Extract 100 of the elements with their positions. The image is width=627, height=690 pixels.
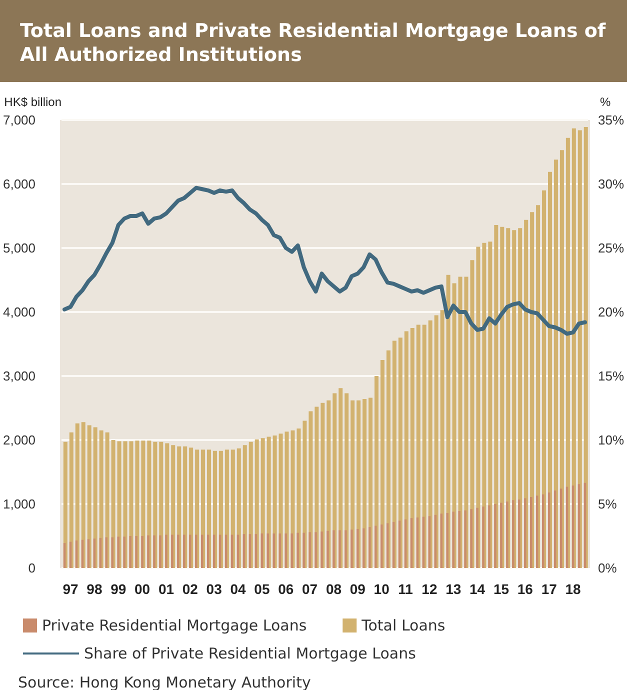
x-tick-label: 02 [182,581,198,597]
bar [428,320,432,568]
bar [338,530,341,568]
bar [141,536,144,568]
bar [416,517,419,568]
y-tick-label: 2,000 [2,432,36,448]
bar [111,537,114,568]
legend-label: Share of Private Residential Mortgage Loans [84,644,416,662]
bar [524,498,526,568]
bar [344,530,347,568]
legend-label: Private Residential Mortgage Loans [42,616,307,634]
y-tick-label: 5,000 [2,240,36,256]
bar [452,512,454,568]
bar [554,490,556,568]
bar [153,535,156,568]
bar [87,539,90,568]
bar [302,532,305,568]
bar [326,530,329,568]
bar [380,360,384,568]
y-tick-label: 0 [28,560,36,576]
bar [117,536,120,568]
bar [81,422,86,568]
bar [224,534,228,568]
bar [476,508,478,568]
x-tick-label: 04 [230,581,246,597]
bar [566,486,568,568]
x-tick-label: 07 [302,581,318,597]
bar [356,528,359,568]
bar [398,520,401,568]
x-tick-label: 06 [278,581,294,597]
bar [248,534,252,568]
y2-tick-label: 25% [598,240,624,256]
bar [392,340,396,568]
bar [63,543,66,568]
bar [242,534,246,568]
bar [284,533,287,568]
bar [236,534,240,568]
y-axis-title: HK$ billion [4,95,62,109]
bar [530,496,532,568]
bar [81,540,84,568]
bar [398,338,402,568]
y2-tick-label: 0% [598,560,618,576]
x-tick-label: 16 [517,581,534,597]
bar [518,500,520,568]
x-tick-label: 98 [86,581,102,597]
y-tick-label: 4,000 [2,304,36,320]
bar [584,127,588,568]
bar [470,509,472,568]
bar [434,514,437,568]
y-tick-label: 1,000 [2,496,36,512]
x-tick-label: 13 [446,581,462,597]
x-tick-label: 03 [206,581,222,597]
bar [212,534,216,568]
line-series [62,186,587,336]
bar [446,512,448,568]
bar [75,423,80,568]
bar [135,536,138,568]
x-tick-label: 11 [398,581,414,597]
x-tick-label: 09 [350,581,366,597]
bar [572,485,574,568]
bar [189,534,192,568]
bar [177,534,180,568]
bar [207,534,210,568]
bar [380,524,383,568]
bar [578,484,580,568]
bar [272,533,276,568]
bar [63,442,68,568]
x-tick-label: 99 [110,581,126,597]
bar [404,331,408,568]
bar [494,504,496,568]
bar [105,537,108,568]
chart-title: Total Loans and Private Residential Mortgage Loans of All Authorized Institutions [0,0,627,82]
bar [147,535,150,568]
bar [404,519,407,568]
bar [314,532,317,568]
x-tick-label: 08 [326,581,342,597]
x-tick-label: 10 [374,581,390,597]
x-tick-label: 97 [62,581,78,597]
bar [350,530,353,568]
bar [308,532,311,568]
y2-axis-title: % [600,95,611,109]
bar [422,324,426,568]
bar [548,492,550,568]
bar [512,500,514,568]
bar [374,526,377,568]
bar [99,538,102,568]
bar [195,534,198,568]
bar [482,506,484,568]
bar [362,528,365,568]
bar [260,533,264,568]
y-tick-label: 3,000 [2,368,36,384]
bar [69,542,72,568]
bar [368,527,371,568]
bar [422,516,425,568]
bar [201,534,204,568]
bar [434,315,438,568]
x-tick-label: 05 [254,581,270,597]
bar [392,522,395,568]
y-tick-label: 7,000 [2,112,36,128]
bar [332,530,335,568]
